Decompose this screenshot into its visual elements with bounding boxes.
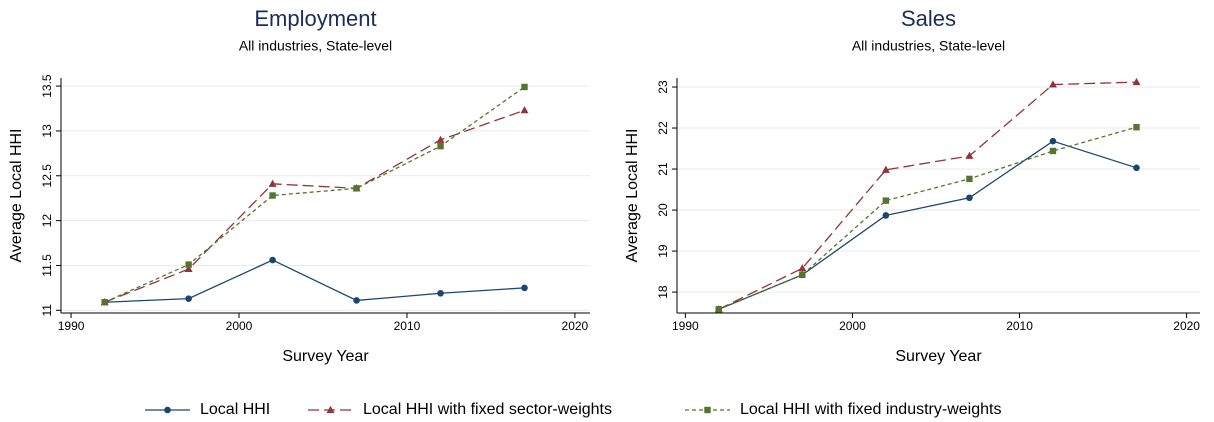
- legend-label: Local HHI with fixed sector-weights: [363, 401, 612, 418]
- marker: [1049, 147, 1057, 155]
- y-tick-label: 12.5: [40, 164, 54, 188]
- series-line: [718, 81, 1137, 310]
- marker: [881, 165, 890, 173]
- chart-subtitle: All industries, State-level: [852, 38, 1005, 54]
- marker: [269, 192, 276, 199]
- marker: [185, 295, 192, 302]
- x-tick-label: 2010: [1006, 319, 1033, 333]
- y-tick-label: 13.5: [40, 74, 54, 98]
- legend-label: Local HHI: [200, 401, 270, 418]
- legend-marker: [164, 406, 171, 414]
- chart-subtitle: All industries, State-level: [239, 38, 392, 54]
- marker: [798, 264, 807, 272]
- x-tick-label: 1990: [58, 319, 85, 333]
- marker: [101, 299, 108, 306]
- x-tick-label: 2020: [562, 319, 589, 333]
- y-axis-title: Average Local HHI: [624, 129, 641, 263]
- marker: [799, 271, 806, 279]
- marker: [269, 256, 276, 264]
- marker: [966, 175, 973, 183]
- marker: [1048, 80, 1057, 88]
- x-tick-label: 2010: [394, 319, 421, 333]
- marker: [268, 179, 277, 187]
- series-line: [104, 259, 525, 303]
- y-tick-label: 19: [656, 244, 670, 258]
- marker: [436, 135, 445, 143]
- series-line: [718, 140, 1137, 310]
- marker: [353, 297, 360, 304]
- marker: [882, 197, 890, 204]
- chart-title: Employment: [254, 6, 376, 31]
- y-tick-label: 20: [656, 203, 670, 217]
- y-axis-title: Average Local HHI: [8, 129, 25, 263]
- marker: [1133, 164, 1140, 172]
- y-tick-label: 18: [656, 285, 670, 299]
- marker: [185, 261, 192, 268]
- marker: [966, 194, 973, 202]
- marker: [715, 306, 722, 313]
- marker: [521, 284, 528, 292]
- y-tick-label: 13: [40, 124, 54, 138]
- series-line: [718, 126, 1137, 310]
- legend-marker: [704, 406, 711, 414]
- marker: [353, 185, 360, 192]
- x-tick-label: 2000: [839, 319, 866, 333]
- marker: [1133, 124, 1140, 131]
- y-tick-label: 22: [656, 121, 670, 135]
- marker: [437, 142, 444, 150]
- legend-marker: [326, 405, 335, 413]
- marker: [965, 151, 974, 159]
- y-tick-label: 23: [656, 80, 670, 94]
- x-axis-title: Survey Year: [895, 348, 982, 365]
- series-line: [104, 86, 525, 303]
- marker: [1049, 137, 1057, 145]
- chart-title: Sales: [901, 6, 956, 31]
- y-tick-label: 11.5: [40, 254, 54, 277]
- x-axis-title: Survey Year: [282, 348, 369, 365]
- y-tick-label: 21: [656, 162, 670, 176]
- marker: [882, 212, 890, 219]
- marker: [521, 83, 528, 91]
- marker: [437, 289, 444, 297]
- marker: [184, 264, 193, 273]
- y-tick-label: 11: [40, 304, 54, 317]
- x-tick-label: 2000: [226, 319, 253, 333]
- x-tick-label: 2020: [1173, 319, 1200, 333]
- x-tick-label: 1990: [672, 319, 699, 333]
- marker: [520, 106, 529, 114]
- legend-label: Local HHI with fixed industry-weights: [740, 401, 1001, 418]
- series-line: [104, 109, 525, 303]
- y-tick-label: 12: [40, 214, 54, 228]
- marker: [1132, 77, 1141, 86]
